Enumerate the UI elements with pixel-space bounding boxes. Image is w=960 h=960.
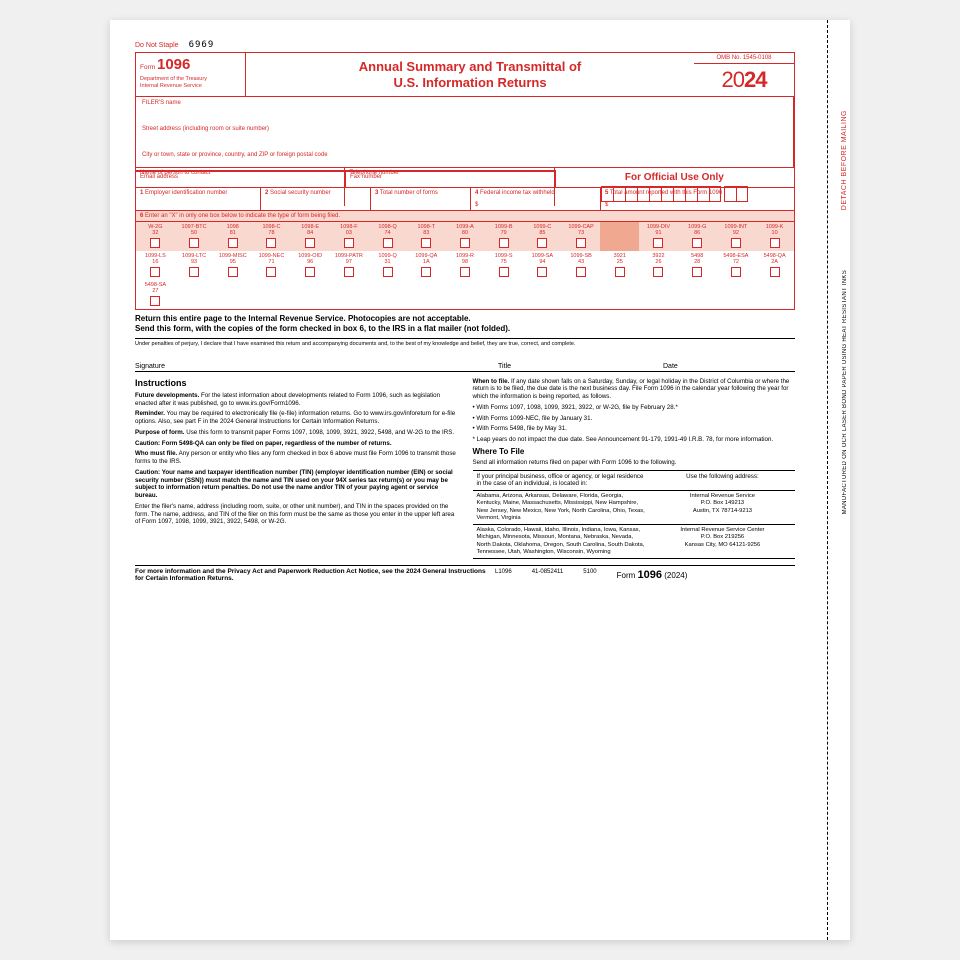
- detach-text: DETACH BEFORE MAILING: [841, 110, 848, 210]
- checkbox-1099-Q[interactable]: 1099-Q31: [368, 251, 407, 280]
- checkbox-1099-B[interactable]: 1099-B79: [484, 222, 523, 251]
- form-frame: Form 1096 Department of the Treasury Int…: [135, 52, 795, 310]
- checkbox-1099-C[interactable]: 1099-C85: [523, 222, 562, 251]
- where-heading: Where To File: [473, 447, 796, 457]
- leap-note: * Leap years do not impact the due date.…: [473, 436, 796, 444]
- checkbox-1099-R[interactable]: 1099-R98: [446, 251, 485, 280]
- checkbox-1099-K[interactable]: 1099-K10: [755, 222, 794, 251]
- form-word: Form: [140, 64, 155, 71]
- checkbox-1099-CAP[interactable]: 1099-CAP73: [562, 222, 601, 251]
- omb-number: OMB No. 1545-0108: [694, 53, 794, 64]
- box-1[interactable]: 1 Employer identification number: [136, 188, 261, 210]
- checkbox-spacer: [600, 222, 639, 251]
- checkbox-1098-T[interactable]: 1098-T83: [407, 222, 446, 251]
- checkbox-1099-LTC[interactable]: 1099-LTC93: [175, 251, 214, 280]
- instructions-left: Instructions Future developments. For th…: [135, 378, 458, 559]
- checkbox-1099-LS[interactable]: 1099-LS16: [136, 251, 175, 280]
- fax-field[interactable]: Fax number: [346, 171, 556, 187]
- checkbox-1099-PATR[interactable]: 1099-PATR97: [330, 251, 369, 280]
- footer-code2: 5100: [583, 569, 596, 581]
- instructions-heading: Instructions: [135, 378, 458, 389]
- form-page: DETACH BEFORE MAILING MANUFACTURED ON OC…: [110, 20, 850, 940]
- where-text: Send all information returns filed on pa…: [473, 459, 796, 467]
- checkbox-1098-E[interactable]: 1098-E84: [291, 222, 330, 251]
- footer-code1: 41-0852411: [532, 569, 564, 581]
- city-field[interactable]: City or town, state or province, country…: [136, 149, 793, 167]
- checkbox-1098-C[interactable]: 1098-C78: [252, 222, 291, 251]
- box-6-header: 6 Enter an "X" in only one box below to …: [136, 210, 794, 221]
- checkbox-5498[interactable]: 549828: [678, 251, 717, 280]
- filer-name-field[interactable]: FILER'S name: [136, 97, 793, 123]
- date-label: Date: [663, 363, 795, 370]
- checkbox-1099-A[interactable]: 1099-A80: [446, 222, 485, 251]
- paper-text: MANUFACTURED ON OCR LASER BOND PAPER USI…: [842, 270, 848, 514]
- checkbox-grid: W-2G321097-BTC501098811098-C781098-E8410…: [136, 221, 794, 309]
- instructions: Instructions Future developments. For th…: [135, 378, 795, 559]
- checkbox-1099-SA[interactable]: 1099-SA94: [523, 251, 562, 280]
- perjury-statement: Under penalties of perjury, I declare th…: [135, 338, 795, 347]
- official-use-label: For Official Use Only: [625, 172, 724, 183]
- checkbox-1097-BTC[interactable]: 1097-BTC50: [175, 222, 214, 251]
- tax-year: 2024: [694, 64, 794, 96]
- box-2[interactable]: 2 Social security number: [261, 188, 371, 210]
- form-code: 6969: [189, 40, 215, 50]
- signature-label: Signature: [135, 363, 498, 370]
- checkbox-5498-ESA[interactable]: 5498-ESA72: [717, 251, 756, 280]
- title-label: Title: [498, 363, 663, 370]
- form-title-1: Annual Summary and Transmittal of: [252, 59, 688, 75]
- box-4[interactable]: 4 Federal income tax withheld$: [471, 188, 601, 210]
- do-not-staple: Do Not Staple: [135, 42, 179, 49]
- checkbox-1099-MISC[interactable]: 1099-MISC95: [213, 251, 252, 280]
- checkbox-1099-SB[interactable]: 1099-SB43: [562, 251, 601, 280]
- year-suffix: 24: [744, 67, 766, 93]
- checkbox-1098-Q[interactable]: 1098-Q74: [368, 222, 407, 251]
- instructions-right: When to file. If any date shown falls on…: [473, 378, 796, 559]
- checkbox-1099-OID[interactable]: 1099-OID96: [291, 251, 330, 280]
- checkbox-1099-INT[interactable]: 1099-INT92: [717, 222, 756, 251]
- filing-table: If your principal business, office or ag…: [473, 470, 796, 559]
- return-instructions: Return this entire page to the Internal …: [135, 314, 795, 333]
- checkbox-1099-S[interactable]: 1099-S75: [484, 251, 523, 280]
- perforation-line: [827, 20, 828, 940]
- footer-notice: For more information and the Privacy Act…: [135, 568, 495, 582]
- email-field[interactable]: Email address: [136, 171, 346, 187]
- checkbox-3922[interactable]: 392226: [639, 251, 678, 280]
- form-number: 1096: [157, 56, 190, 73]
- table-head-1: If your principal business, office or ag…: [473, 473, 650, 489]
- box-5[interactable]: 5 Total amount reported with this Form 1…: [601, 188, 794, 210]
- footer-form: Form 1096 (2024): [617, 569, 688, 581]
- table-head-2: Use the following address:: [650, 473, 795, 489]
- checkbox-5498-QA[interactable]: 5498-QA2A: [755, 251, 794, 280]
- box-3[interactable]: 3 Total number of forms: [371, 188, 471, 210]
- department: Department of the Treasury Internal Reve…: [140, 76, 241, 89]
- year-prefix: 20: [722, 67, 744, 93]
- signature-row[interactable]: Signature Title Date: [135, 363, 795, 372]
- checkbox-1098[interactable]: 109881: [213, 222, 252, 251]
- street-field[interactable]: Street address (including room or suite …: [136, 123, 793, 149]
- checkbox-1099-QA[interactable]: 1099-QA1A: [407, 251, 446, 280]
- form-title-2: U.S. Information Returns: [252, 75, 688, 91]
- checkbox-1099-G[interactable]: 1099-G86: [678, 222, 717, 251]
- checkbox-1099-NEC[interactable]: 1099-NEC71: [252, 251, 291, 280]
- checkbox-1099-DIV[interactable]: 1099-DIV91: [639, 222, 678, 251]
- footer-l: L1096: [495, 569, 512, 581]
- checkbox-3921[interactable]: 392125: [600, 251, 639, 280]
- footer: For more information and the Privacy Act…: [135, 565, 795, 582]
- checkbox-1098-F[interactable]: 1098-F03: [330, 222, 369, 251]
- checkbox-5498-SA[interactable]: 5498-SA27: [136, 280, 175, 309]
- checkbox-W-2G[interactable]: W-2G32: [136, 222, 175, 251]
